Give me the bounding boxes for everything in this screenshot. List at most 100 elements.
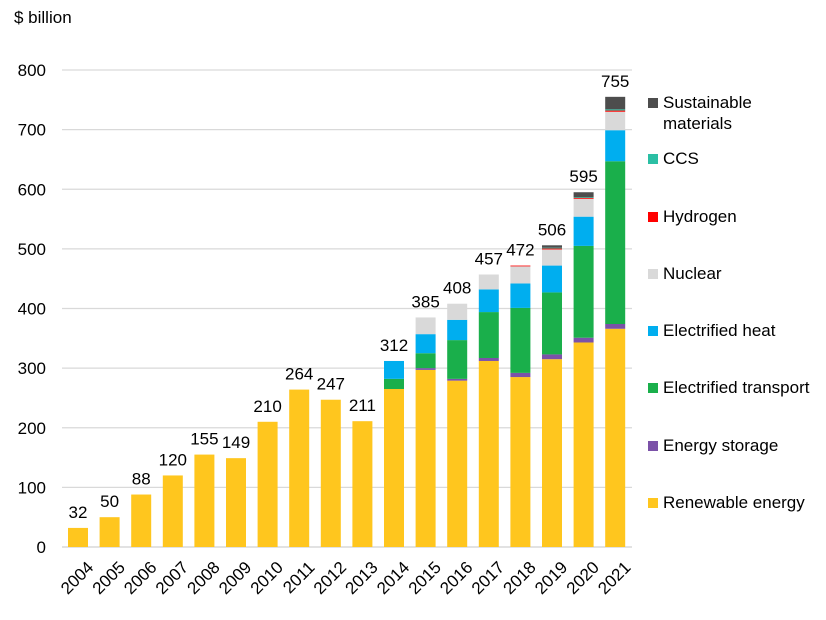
- bar-segment-ccs: [542, 247, 562, 249]
- total-label: 247: [317, 375, 345, 394]
- total-label: 457: [475, 250, 503, 269]
- x-tick-label: 2009: [215, 558, 255, 598]
- x-tick-label: 2019: [531, 558, 571, 598]
- legend-item-sustainable-materials: Sustainable materials: [648, 92, 823, 134]
- legend-item-energy-storage: Energy storage: [648, 435, 823, 456]
- bar-stack-2018: [510, 265, 531, 547]
- bar-segment-nuclear: [510, 266, 531, 284]
- bar-segment-nuclear: [542, 249, 562, 266]
- total-label: 155: [190, 430, 218, 449]
- bar-stack-2013: [352, 421, 373, 547]
- y-tick-label: 500: [18, 240, 46, 259]
- bar-segment-electrified-transport: [415, 353, 436, 369]
- bar-segment-renewable-energy: [131, 494, 152, 547]
- bar-stack-2007: [162, 475, 183, 547]
- y-tick-label: 800: [18, 61, 46, 80]
- bar-segment-renewable-energy: [352, 421, 373, 547]
- bar-segment-electrified-heat: [605, 130, 626, 162]
- y-tick-label: 600: [18, 180, 46, 199]
- total-label: 120: [159, 450, 187, 469]
- bar-stack-2019: [542, 245, 562, 547]
- bar-segment-electrified-transport: [542, 292, 562, 355]
- bar-segment-renewable-energy: [194, 454, 215, 547]
- x-tick-label: 2010: [247, 558, 287, 598]
- bar-segment-hydrogen: [510, 265, 531, 267]
- legend-item-hydrogen: Hydrogen: [648, 206, 823, 227]
- bar-stack-2010: [257, 421, 278, 547]
- bar-segment-nuclear: [415, 317, 436, 335]
- total-label: 210: [253, 397, 281, 416]
- bar-segment-electrified-heat: [447, 319, 468, 341]
- total-label: 595: [569, 167, 597, 186]
- legend-label: Sustainable materials: [663, 93, 752, 133]
- x-axis-ticks: 2004200520062007200820092010201120122013…: [57, 558, 634, 598]
- bar-segment-electrified-heat: [542, 265, 562, 293]
- legend-item-electrified-heat: Electrified heat: [648, 320, 823, 341]
- x-tick-label: 2013: [342, 558, 382, 598]
- legend-swatch: [648, 154, 658, 164]
- bar-segment-nuclear: [478, 274, 499, 290]
- gridlines: [62, 69, 632, 548]
- x-tick-label: 2021: [594, 558, 634, 598]
- bar-segment-renewable-energy: [510, 377, 531, 547]
- bar-stack-2021: [605, 96, 626, 547]
- legend-label: Electrified transport: [663, 378, 810, 397]
- bar-segment-electrified-heat: [415, 334, 436, 354]
- bar-segment-renewable-energy: [68, 527, 88, 547]
- bar-segment-renewable-energy: [415, 369, 436, 547]
- bar-stack-2020: [573, 192, 594, 547]
- total-label: 264: [285, 365, 313, 384]
- total-label: 149: [222, 433, 250, 452]
- x-tick-label: 2017: [468, 558, 508, 598]
- y-axis-unit-label: $ billion: [14, 8, 72, 27]
- bar-segment-energy-storage: [415, 368, 436, 370]
- x-tick-label: 2008: [184, 558, 224, 598]
- legend-label: Energy storage: [663, 436, 779, 455]
- y-axis-ticks: 0 100 200 300 400 500 600 700 800: [18, 61, 46, 557]
- total-label: 88: [132, 470, 151, 489]
- x-tick-label: 2007: [152, 558, 192, 598]
- total-label: 211: [349, 396, 376, 415]
- total-label: 312: [380, 336, 408, 355]
- bar-segment-electrified-heat: [573, 216, 594, 246]
- bar-segment-electrified-heat: [478, 289, 499, 313]
- y-tick-label: 200: [18, 419, 46, 438]
- bar-stack-2017: [478, 274, 499, 547]
- bar-stack-2005: [99, 517, 120, 547]
- bar-segment-hydrogen: [542, 248, 562, 250]
- bar-segment-renewable-energy: [384, 388, 404, 547]
- bar-stack-2011: [289, 389, 310, 547]
- bar-segment-renewable-energy: [257, 421, 278, 547]
- total-label: 506: [538, 220, 566, 239]
- legend-swatch: [648, 269, 658, 279]
- x-tick-label: 2004: [57, 558, 97, 598]
- bar-stack-2004: [68, 527, 88, 547]
- y-tick-label: 100: [18, 478, 46, 497]
- legend-swatch: [648, 326, 658, 336]
- bar-segment-renewable-energy: [226, 458, 246, 547]
- legend-swatch: [648, 383, 658, 393]
- bar-segment-renewable-energy: [542, 359, 562, 547]
- legend-label: Renewable energy: [663, 493, 805, 512]
- bar-segment-electrified-transport: [384, 378, 404, 389]
- legend-label: Electrified heat: [663, 321, 776, 340]
- bar-segment-electrified-transport: [573, 245, 594, 338]
- bar-segment-energy-storage: [447, 378, 468, 381]
- y-tick-label: 700: [18, 121, 46, 140]
- bar-segment-renewable-energy: [447, 380, 468, 547]
- bar-segment-renewable-energy: [320, 399, 341, 547]
- bar-segment-renewable-energy: [289, 389, 310, 547]
- bar-segment-electrified-heat: [510, 283, 531, 308]
- total-label: 472: [506, 241, 534, 260]
- bar-stack-2016: [447, 303, 468, 547]
- bar-segment-renewable-energy: [478, 360, 499, 547]
- bar-segment-renewable-energy: [162, 475, 183, 547]
- bar-segment-nuclear: [447, 303, 468, 320]
- bar-stack-2006: [131, 494, 152, 547]
- total-label: 755: [601, 72, 629, 91]
- bar-segment-sustainable-materials: [605, 96, 626, 110]
- bar-segment-sustainable-materials: [542, 245, 562, 248]
- bar-segment-energy-storage: [542, 354, 562, 360]
- legend-swatch: [648, 212, 658, 222]
